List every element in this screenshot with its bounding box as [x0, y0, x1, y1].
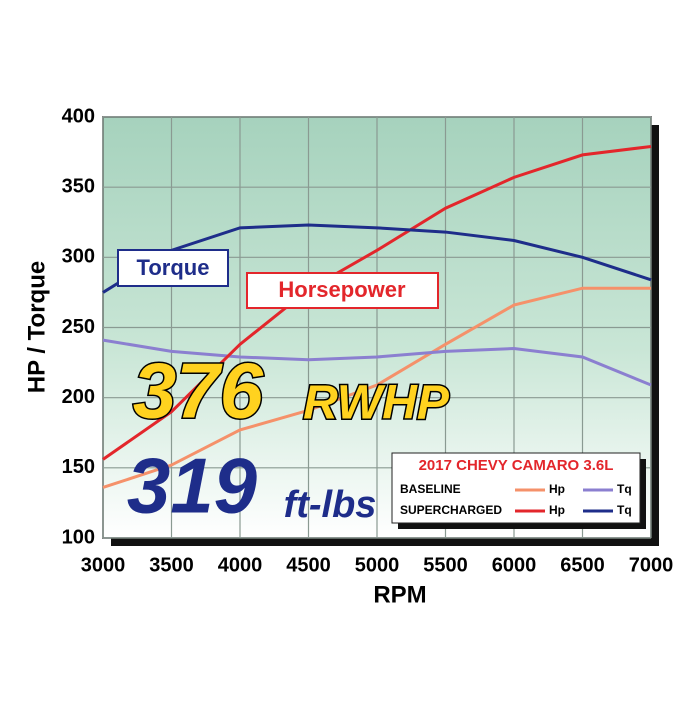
x-tick-label: 7000 — [629, 554, 674, 576]
series-line — [102, 144, 652, 461]
x-tick-label: 3000 — [81, 554, 126, 576]
x-axis-label: RPM — [373, 581, 426, 608]
y-axis-label: HP / Torque — [23, 261, 50, 393]
peak-hp-unit: RWHP — [303, 377, 450, 430]
torque-callout: Torque — [137, 255, 210, 280]
legend-label: Tq — [617, 482, 632, 496]
y-tick-label: 350 — [62, 175, 95, 197]
callout-box — [246, 272, 439, 309]
y-tick-label: 200 — [62, 386, 95, 408]
legend-title: 2017 CHEVY CAMARO 3.6L — [419, 457, 614, 474]
legend-label: Tq — [617, 503, 632, 517]
peak-tq-unit: ft-lbs — [284, 484, 377, 526]
legend-group: SUPERCHARGED — [400, 503, 502, 517]
y-tick-label: 150 — [62, 456, 95, 478]
legend-label: Hp — [549, 482, 565, 496]
x-tick-label: 6500 — [560, 554, 605, 576]
y-tick-label: 100 — [62, 526, 95, 548]
hp-callout: Horsepower — [278, 277, 406, 302]
peak-tq: 319 — [127, 442, 258, 530]
series-line — [102, 223, 652, 294]
legend-group: BASELINE — [400, 482, 461, 496]
peak-hp: 376 — [133, 347, 264, 435]
callout-box — [117, 249, 229, 287]
x-tick-label: 6000 — [492, 554, 537, 576]
x-tick-label: 4000 — [218, 554, 263, 576]
y-tick-label: 300 — [62, 246, 95, 268]
y-tick-label: 250 — [62, 316, 95, 338]
x-tick-label: 5000 — [355, 554, 400, 576]
x-tick-label: 4500 — [286, 554, 331, 576]
x-tick-label: 3500 — [149, 554, 194, 576]
series-line — [102, 338, 652, 387]
y-tick-label: 400 — [62, 105, 95, 127]
series-line — [102, 286, 651, 489]
x-tick-label: 5500 — [423, 554, 468, 576]
legend-label: Hp — [549, 503, 565, 517]
